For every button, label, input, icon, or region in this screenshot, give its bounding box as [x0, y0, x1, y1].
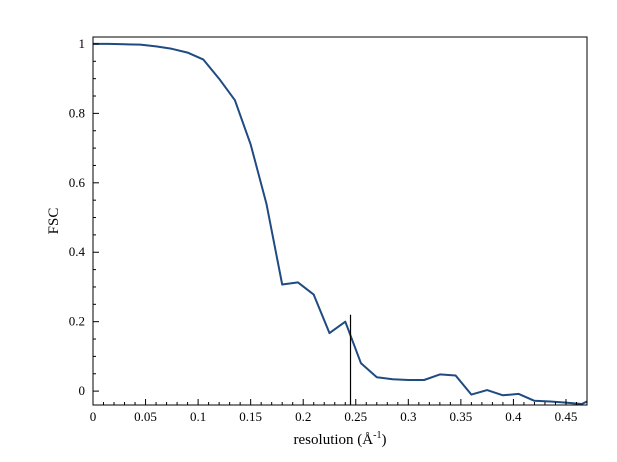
x-axis-label: resolution (Å-1)	[294, 430, 387, 448]
y-axis-label: FSC	[46, 208, 62, 235]
x-axis-label-close: )	[381, 432, 386, 448]
ticks-layer: 0 0.05 0.1 0.15 0.2 0.25 0.3 0.35 0.4 0.45 0 0.2 0.4…	[69, 36, 578, 424]
y-tick-label: 0	[79, 383, 86, 398]
x-tick-label: 0.15	[239, 409, 262, 424]
x-tick-label: 0.45	[555, 409, 578, 424]
marks-layer	[93, 42, 588, 405]
x-tick-label: 0.35	[449, 409, 472, 424]
x-tick-label: 0	[90, 409, 97, 424]
y-tick-label: 0.4	[69, 244, 86, 259]
plot-frame	[92, 36, 588, 406]
series-line-0	[93, 42, 588, 405]
x-tick-label: 0.25	[344, 409, 367, 424]
x-axis-label-sup: -1	[373, 430, 381, 441]
plot-area	[93, 37, 587, 405]
x-tick-label: 0.4	[505, 409, 522, 424]
x-tick-label: 0.1	[190, 409, 206, 424]
y-tick-label: 0.2	[69, 314, 85, 329]
x-tick-label: 0.2	[295, 409, 311, 424]
y-tick-label: 0.8	[69, 105, 85, 120]
y-tick-label: 1	[79, 36, 86, 51]
y-tick-label: 0.6	[69, 175, 86, 190]
x-tick-label: 0.3	[400, 409, 416, 424]
x-tick-label: 0.05	[134, 409, 157, 424]
x-axis-label-main: resolution (Å	[294, 432, 374, 448]
